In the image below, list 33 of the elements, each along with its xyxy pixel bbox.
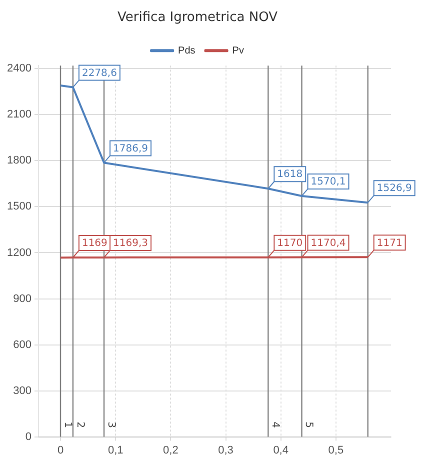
data-label: 1786,9 [113, 143, 148, 154]
y-tick-label: 2100 [6, 108, 32, 121]
data-label: 2278,6 [82, 68, 117, 79]
annotation: 4 [270, 422, 281, 428]
y-tick-label: 600 [13, 338, 32, 351]
legend-label: Pds [178, 45, 196, 56]
x-tick-label: 0,2 [163, 444, 178, 456]
x-tick-label: 0,4 [273, 444, 288, 456]
y-tick-label: 300 [13, 384, 32, 397]
y-tick-label: 1500 [6, 200, 32, 213]
data-label: 1526,9 [376, 183, 412, 194]
y-tick-label: 0 [25, 430, 32, 443]
data-label: 1169,3 [113, 238, 148, 250]
annotation: 3 [105, 422, 116, 428]
chart-title: Verifica Igrometrica NOV [118, 10, 278, 26]
data-label: 1169 [82, 238, 108, 250]
annotation: 2 [74, 422, 86, 428]
x-tick-label: 0,5 [328, 444, 344, 456]
x-tick-label: 0,1 [108, 444, 124, 456]
data-label: 1170 [277, 238, 303, 249]
data-label: 1618 [277, 169, 303, 180]
x-tick-label: 0 [57, 444, 64, 456]
x-tick-label: 0,3 [218, 444, 234, 456]
data-label: 1570,1 [310, 176, 346, 188]
annotation: 1 [62, 422, 73, 428]
y-tick-label: 1800 [6, 154, 32, 167]
annotation: 5 [303, 422, 314, 428]
legend-label: Pv [232, 45, 244, 56]
y-tick-label: 1200 [6, 246, 32, 259]
y-tick-label: 900 [13, 292, 32, 305]
data-label: 1170,4 [310, 238, 346, 249]
data-label: 1171 [376, 238, 402, 249]
y-tick-label: 2400 [6, 62, 32, 75]
